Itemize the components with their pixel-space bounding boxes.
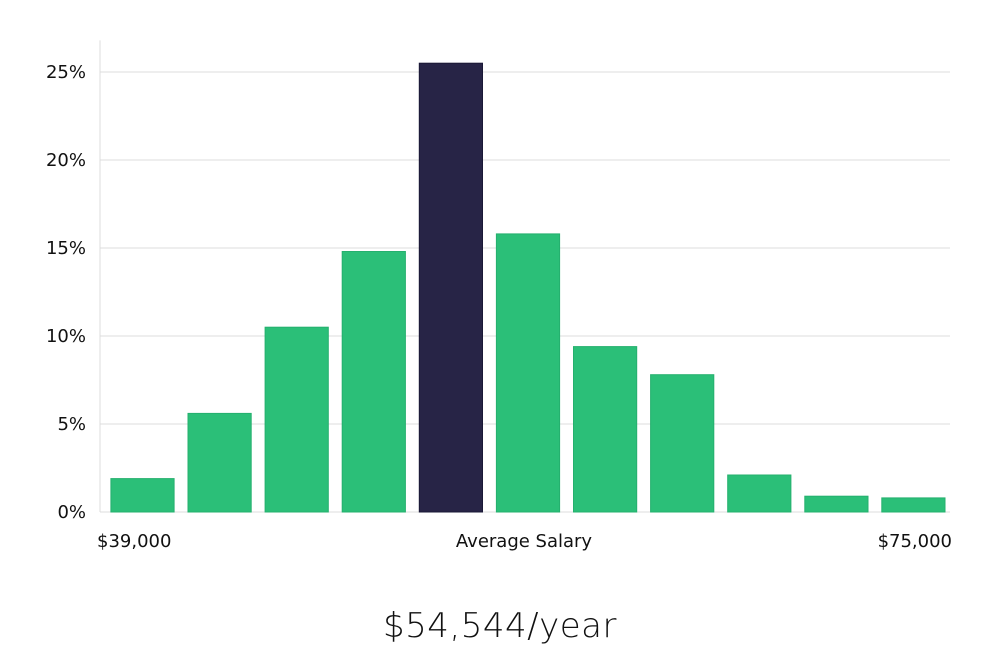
bar [650, 374, 715, 513]
bar [804, 495, 869, 513]
x-max-label: $75,000 [878, 531, 952, 552]
bar [881, 497, 946, 513]
y-tick-labels: 0% 5% 10% 15% 20% 25% [46, 62, 86, 523]
bars [110, 62, 946, 513]
highlighted-bar [418, 62, 483, 513]
bar [495, 233, 561, 513]
y-tick-label: 15% [46, 238, 86, 259]
bar [264, 326, 329, 513]
y-tick-label: 10% [46, 326, 86, 347]
bar [341, 251, 406, 513]
bar [187, 412, 252, 513]
salary-histogram-chart: 0%5%10%15%20%25% $39,000 Average Salary … [46, 40, 952, 552]
y-tick-label: 0% [57, 502, 86, 523]
average-salary-summary: $54,544/year [383, 606, 617, 646]
bar [110, 478, 175, 513]
y-tick-label: 5% [57, 414, 86, 435]
x-min-label: $39,000 [97, 531, 171, 552]
y-tick-label: 20% [46, 150, 86, 171]
x-center-label: Average Salary [456, 531, 593, 552]
bar [573, 346, 638, 513]
bar [727, 474, 792, 513]
y-tick-label: 25% [46, 62, 86, 83]
